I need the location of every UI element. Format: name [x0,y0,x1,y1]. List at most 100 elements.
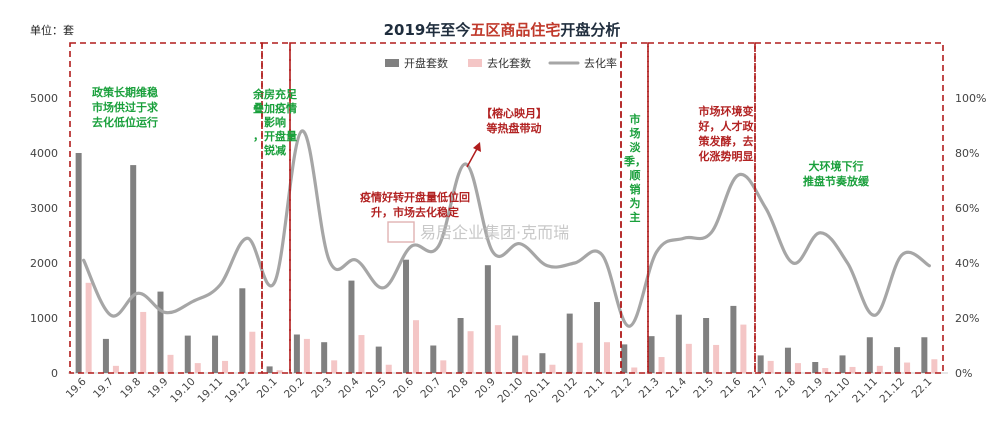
period-boxes [69,42,944,374]
annotation-2: 余房充足 叠加疫情 影响 ，开盘量 锐减 [252,87,298,157]
left-axis: 0 1000 2000 3000 4000 5000 [30,92,58,380]
chart-title-part-1: 2019年至今 [384,21,471,39]
annotation-5: 市 场 淡 季， 顺 销 为 主 [623,112,646,224]
legend: 开盘套数 去化套数 去化率 [385,56,617,70]
svg-text:主: 主 [630,210,641,224]
chart-title-part-2: 五区商品住宅 [470,21,560,39]
bar-open-units [839,355,846,373]
period-box-2 [261,42,291,374]
bar-open-units [293,334,300,373]
bar-open-units [921,337,928,373]
bar-open-units [784,347,791,373]
svg-text:大环境下行: 大环境下行 [809,159,864,173]
bar-open-units [484,265,491,373]
rate-line-layer [82,129,931,328]
svg-text:市场环境变: 市场环境变 [699,104,754,118]
bar-open-units [566,313,573,373]
svg-text:销: 销 [630,182,641,196]
bar-sold-units [522,355,529,373]
bar-sold-units [112,365,119,373]
right-tick-label: 20% [955,312,979,325]
bar-open-units [157,291,164,373]
chart-title: 2019年至今五区商品住宅开盘分析 [384,21,621,39]
right-tick-label: 0% [955,367,972,380]
watermark-text: 易居企业集团·克而瑞 [420,223,569,242]
bar-open-units [348,280,355,373]
left-tick-label: 1000 [30,312,58,325]
svg-text:等热盘带动: 等热盘带动 [486,121,542,135]
bar-sold-units [822,368,829,373]
bar-sold-units [440,360,447,373]
svg-text:【榕心映月】: 【榕心映月】 [481,106,547,120]
svg-text:推盘节奏放缓: 推盘节奏放缓 [803,174,870,188]
svg-text:去化低位运行: 去化低位运行 [92,115,158,129]
chart-title-part-3: 开盘分析 [560,21,620,39]
svg-text:市: 市 [630,112,641,126]
bar-open-units [266,366,273,373]
bar-sold-units [494,325,501,373]
legend-swatch-sold-units [468,59,482,67]
annotation-4: 【榕心映月】 等热盘带动 [481,106,547,135]
right-tick-label: 40% [955,257,979,270]
bar-sold-units [413,320,420,373]
bar-open-units [375,346,382,373]
svg-text:好，人才政: 好，人才政 [698,119,755,133]
bar-open-units [457,318,464,373]
bar-sold-units [249,331,256,373]
svg-text:顺: 顺 [630,168,641,182]
bar-open-units [75,153,82,373]
bar-sold-units [576,342,583,373]
period-box-4 [620,42,649,374]
bar-sold-units [467,331,474,373]
bar-open-units [812,362,819,373]
left-tick-label: 2000 [30,257,58,270]
bar-open-units [539,353,546,373]
bar-open-units [403,259,410,373]
unit-label: 单位：套 [30,23,74,37]
bar-sold-units [876,365,883,373]
right-tick-label: 60% [955,202,979,215]
bar-open-units [675,314,682,373]
watermark-logo [387,221,415,243]
legend-swatch-open-units [385,59,399,67]
bar-sold-units [303,338,310,373]
bar-open-units [102,338,109,373]
legend-label-sold-units: 去化套数 [487,56,531,70]
bar-sold-units [603,342,610,373]
annotation-6: 市场环境变 好，人才政 策发酵，去 化涨势明显 [698,104,755,163]
bar-open-units [703,318,710,373]
bar-open-units [430,345,437,373]
bar-open-units [212,335,219,373]
left-tick-label: 3000 [30,202,58,215]
svg-text:锐减: 锐减 [264,143,286,157]
svg-text:为: 为 [630,196,641,210]
bar-sold-units [549,364,556,373]
bar-sold-units [904,362,911,373]
bar-sold-units [849,366,856,373]
bar-open-units [184,335,191,373]
svg-text:叠加疫情: 叠加疫情 [253,101,297,115]
svg-text:疫情好转开盘量低位回: 疫情好转开盘量低位回 [360,190,470,204]
legend-label-open-units: 开盘套数 [404,56,448,70]
bar-open-units [593,302,600,373]
watermark: 易居企业集团·克而瑞 [387,221,569,243]
bar-sold-units [276,370,283,373]
svg-text:季，: 季， [623,154,646,168]
bar-sold-units [767,360,774,373]
left-tick-label: 4000 [30,147,58,160]
svg-text:化涨势明显: 化涨势明显 [699,149,754,163]
bar-sold-units [385,364,392,373]
right-tick-label: 100% [955,92,986,105]
bar-sold-units [331,360,338,373]
bar-open-units [730,305,737,373]
svg-text:策发酵，去: 策发酵，去 [698,134,754,148]
svg-text:市场供过于求: 市场供过于求 [92,100,159,114]
bar-open-units [866,337,873,373]
bar-sold-units [713,344,720,373]
svg-text:余房充足: 余房充足 [252,87,298,101]
bar-sold-units [794,363,801,373]
bar-sold-units [631,367,638,373]
bar-open-units [621,344,628,373]
annotation-1: 政策长期维稳 市场供过于求 去化低位运行 [92,85,159,129]
